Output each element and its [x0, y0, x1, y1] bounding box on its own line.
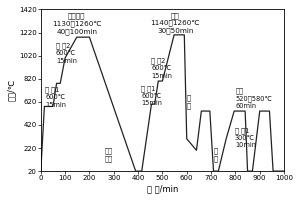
Text: 淡火
1140～1260℃
30～50min: 淡火 1140～1260℃ 30～50min: [151, 12, 200, 34]
X-axis label: 时 间/min: 时 间/min: [147, 184, 178, 193]
Text: 随炉
冷却: 随炉 冷却: [105, 147, 113, 162]
Text: 回火
520～580℃
60min: 回火 520～580℃ 60min: [236, 87, 272, 109]
Text: 预 热1
300℃
10min: 预 热1 300℃ 10min: [235, 127, 256, 148]
Text: 预 热2
600℃
15min: 预 热2 600℃ 15min: [56, 43, 77, 64]
Text: 预 热2
600℃
15min: 预 热2 600℃ 15min: [152, 58, 172, 79]
Text: 预 热1
600℃
15min: 预 热1 600℃ 15min: [142, 85, 163, 106]
Text: 预 热1
600℃
15min: 预 热1 600℃ 15min: [45, 86, 66, 108]
Y-axis label: 温度/℃: 温度/℃: [7, 79, 16, 101]
Text: 空
冷: 空 冷: [213, 147, 218, 162]
Text: 烧结终结
1130～1260℃
40～100min: 烧结终结 1130～1260℃ 40～100min: [52, 13, 101, 35]
Text: 油
冷: 油 冷: [186, 94, 190, 109]
